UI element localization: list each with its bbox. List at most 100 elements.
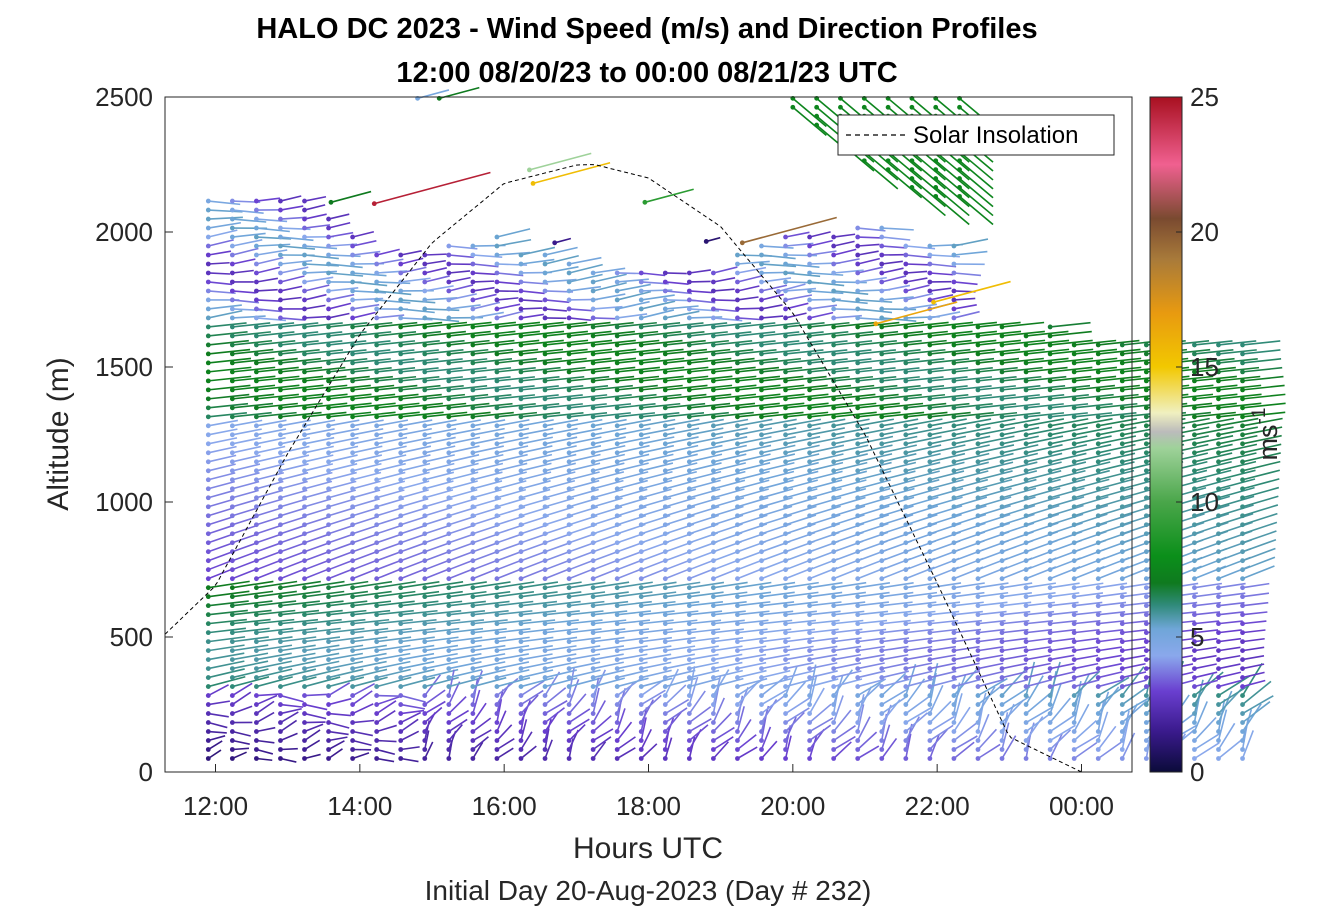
wind-barb bbox=[422, 376, 463, 384]
wind-barb-shaft bbox=[737, 317, 763, 321]
wind-barb-dot bbox=[590, 756, 596, 761]
wind-barb-dot bbox=[302, 270, 307, 276]
wind-barb-dot bbox=[494, 252, 500, 258]
wind-barb bbox=[398, 590, 440, 600]
wind-barb bbox=[278, 693, 304, 703]
wind-barb-shaft bbox=[280, 236, 314, 242]
wind-barb-dot bbox=[254, 666, 259, 671]
wind-barb-dot bbox=[446, 729, 452, 734]
wind-barb bbox=[374, 358, 415, 366]
wind-barb-dot bbox=[686, 720, 692, 725]
wind-barb-dot bbox=[855, 234, 861, 240]
wind-barb-dot bbox=[759, 396, 764, 402]
wind-barb-dot bbox=[422, 621, 428, 627]
wind-barb-dot bbox=[710, 702, 716, 707]
wind-barb-shaft bbox=[376, 445, 407, 454]
wind-barb-shaft bbox=[328, 721, 350, 729]
wind-barb bbox=[302, 213, 327, 222]
wind-barb-dot bbox=[422, 549, 428, 555]
wind-barb bbox=[278, 402, 323, 411]
wind-barb-shaft bbox=[400, 454, 431, 463]
wind-barb bbox=[350, 550, 378, 564]
wind-barb bbox=[446, 411, 491, 420]
wind-barb-shaft bbox=[472, 729, 492, 742]
wind-barb-dot bbox=[326, 540, 331, 546]
wind-barb-dot bbox=[831, 612, 837, 618]
wind-barb-dot bbox=[614, 738, 620, 743]
wind-barb-dot bbox=[879, 756, 885, 761]
wind-barb-dot bbox=[662, 486, 668, 492]
wind-barb bbox=[205, 366, 252, 375]
wind-barb bbox=[350, 436, 383, 447]
wind-barb-shaft bbox=[280, 627, 318, 634]
wind-barb-dot bbox=[205, 414, 211, 420]
wind-barb-shaft bbox=[208, 480, 235, 490]
wind-barb bbox=[278, 636, 317, 645]
wind-barb bbox=[446, 627, 484, 636]
wind-barb-dot bbox=[350, 612, 356, 618]
wind-barb-dot bbox=[879, 738, 885, 743]
wind-barb-dot bbox=[326, 648, 331, 654]
wind-barb-dot bbox=[278, 540, 283, 546]
wind-barb-dot bbox=[446, 486, 452, 492]
wind-barb-dot bbox=[807, 459, 813, 465]
wind-barb-dot bbox=[614, 639, 620, 645]
wind-barb-shaft bbox=[304, 618, 342, 625]
wind-barb-shaft bbox=[400, 711, 422, 724]
wind-barb-dot bbox=[205, 657, 211, 662]
wind-barb-dot bbox=[783, 243, 788, 249]
wind-barb-dot bbox=[205, 477, 211, 483]
wind-barb-shaft bbox=[256, 609, 296, 616]
wind-barb-dot bbox=[398, 738, 404, 743]
wind-barb-shaft bbox=[208, 437, 238, 445]
wind-barb-dot bbox=[566, 603, 572, 609]
wind-barb-shaft bbox=[304, 411, 347, 418]
wind-barb-dot bbox=[398, 675, 404, 680]
wind-barb-dot bbox=[254, 270, 259, 276]
wind-barb-shaft bbox=[496, 747, 514, 760]
wind-barb-shaft bbox=[424, 275, 450, 283]
wind-barb-shaft bbox=[352, 290, 387, 294]
wind-barb-shaft bbox=[424, 568, 450, 580]
wind-barb-shaft bbox=[352, 340, 391, 346]
wind-barb-shaft bbox=[352, 524, 379, 535]
wind-barb-shaft bbox=[328, 660, 364, 670]
wind-barb-shaft bbox=[809, 724, 832, 742]
wind-barb-shaft bbox=[328, 644, 364, 652]
wind-barb bbox=[205, 419, 239, 429]
wind-barb bbox=[278, 471, 309, 483]
wind-barb bbox=[446, 718, 468, 734]
wind-barb-shaft bbox=[328, 524, 355, 535]
wind-barb-dot bbox=[518, 594, 524, 600]
wind-barb-dot bbox=[662, 630, 668, 636]
wind-barb-dot bbox=[350, 315, 356, 321]
wind-barb-dot bbox=[831, 729, 837, 734]
wind-barb-dot bbox=[831, 477, 837, 483]
wind-barb-dot bbox=[229, 405, 235, 411]
wind-barb-shaft bbox=[232, 419, 263, 427]
wind-barb-dot bbox=[446, 702, 452, 707]
wind-barb-dot bbox=[494, 513, 500, 519]
wind-barb bbox=[446, 541, 475, 555]
wind-barb-shaft bbox=[400, 541, 427, 553]
wind-barb-shaft bbox=[208, 489, 235, 499]
wind-barb-dot bbox=[735, 756, 740, 761]
wind-barb-dot bbox=[326, 720, 331, 725]
wind-barb bbox=[350, 230, 375, 240]
wind-barb bbox=[302, 293, 327, 303]
wind-barb-dot bbox=[807, 648, 813, 654]
wind-barb-dot bbox=[326, 576, 331, 582]
wind-barb-shaft bbox=[400, 436, 432, 445]
wind-barb-shaft bbox=[448, 681, 461, 705]
wind-barb-dot bbox=[735, 423, 740, 429]
wind-barb bbox=[229, 393, 275, 402]
wind-barb-dot bbox=[229, 234, 235, 240]
wind-barb-dot bbox=[302, 432, 307, 438]
wind-barb-dot bbox=[470, 657, 476, 662]
wind-barb-dot bbox=[759, 549, 764, 555]
wind-barb-shaft bbox=[352, 506, 380, 517]
wind-barb-dot bbox=[398, 495, 404, 501]
wind-barb-dot bbox=[590, 576, 596, 582]
wind-barb-dot bbox=[374, 333, 380, 339]
wind-barb-dot bbox=[638, 351, 644, 357]
